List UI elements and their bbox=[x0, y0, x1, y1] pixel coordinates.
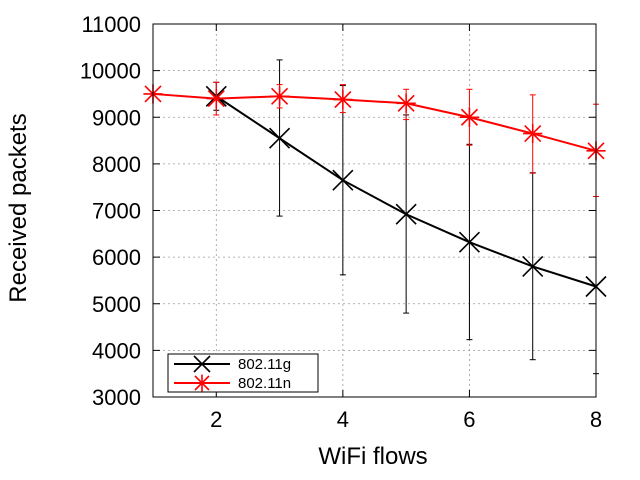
y-tick-label: 6000 bbox=[92, 245, 141, 270]
x-axis-ticks: 2 4 6 8 bbox=[210, 24, 602, 432]
series-line bbox=[152, 92, 597, 152]
x-tick-label: 2 bbox=[210, 407, 222, 432]
data-point bbox=[269, 86, 290, 106]
y-axis-label: Received packets bbox=[5, 113, 32, 302]
y-tick-label: 10000 bbox=[80, 59, 141, 84]
y-axis-ticks: 3000 4000 5000 6000 7000 8000 9000 10000 11000 bbox=[80, 12, 596, 410]
legend: 802.11g 802.11n bbox=[167, 353, 319, 393]
legend-marker bbox=[193, 355, 211, 373]
series-layer bbox=[143, 59, 607, 375]
y-tick-label: 8000 bbox=[92, 152, 141, 177]
y-tick-label: 9000 bbox=[92, 105, 141, 130]
data-point bbox=[332, 169, 354, 191]
plot-frame bbox=[152, 23, 597, 398]
legend-item: 802.11n bbox=[174, 374, 291, 392]
data-point bbox=[458, 231, 480, 253]
legend-marker bbox=[193, 374, 211, 392]
data-point bbox=[523, 123, 543, 144]
data-point bbox=[396, 93, 416, 113]
series-80211n bbox=[143, 81, 606, 198]
data-point bbox=[269, 127, 291, 149]
legend-label: 802.11g bbox=[238, 356, 291, 373]
data-point bbox=[395, 203, 417, 225]
y-tick-label: 4000 bbox=[92, 338, 141, 363]
legend-box bbox=[167, 353, 319, 393]
y-tick-label: 7000 bbox=[92, 199, 141, 224]
legend-label: 802.11n bbox=[238, 375, 291, 392]
y-tick-label: 5000 bbox=[92, 292, 141, 317]
x-tick-label: 4 bbox=[337, 407, 349, 432]
y-tick-label: 3000 bbox=[92, 385, 141, 410]
data-point bbox=[206, 89, 226, 109]
x-axis-label: WiFi flows bbox=[318, 443, 427, 470]
x-tick-label: 8 bbox=[590, 407, 602, 432]
x-tick-label: 6 bbox=[463, 407, 475, 432]
data-point bbox=[459, 107, 480, 127]
grid-lines bbox=[153, 24, 596, 397]
data-point bbox=[522, 255, 544, 278]
legend-item: 802.11g bbox=[174, 355, 291, 373]
data-point bbox=[333, 89, 353, 110]
y-tick-label: 11000 bbox=[81, 12, 141, 37]
